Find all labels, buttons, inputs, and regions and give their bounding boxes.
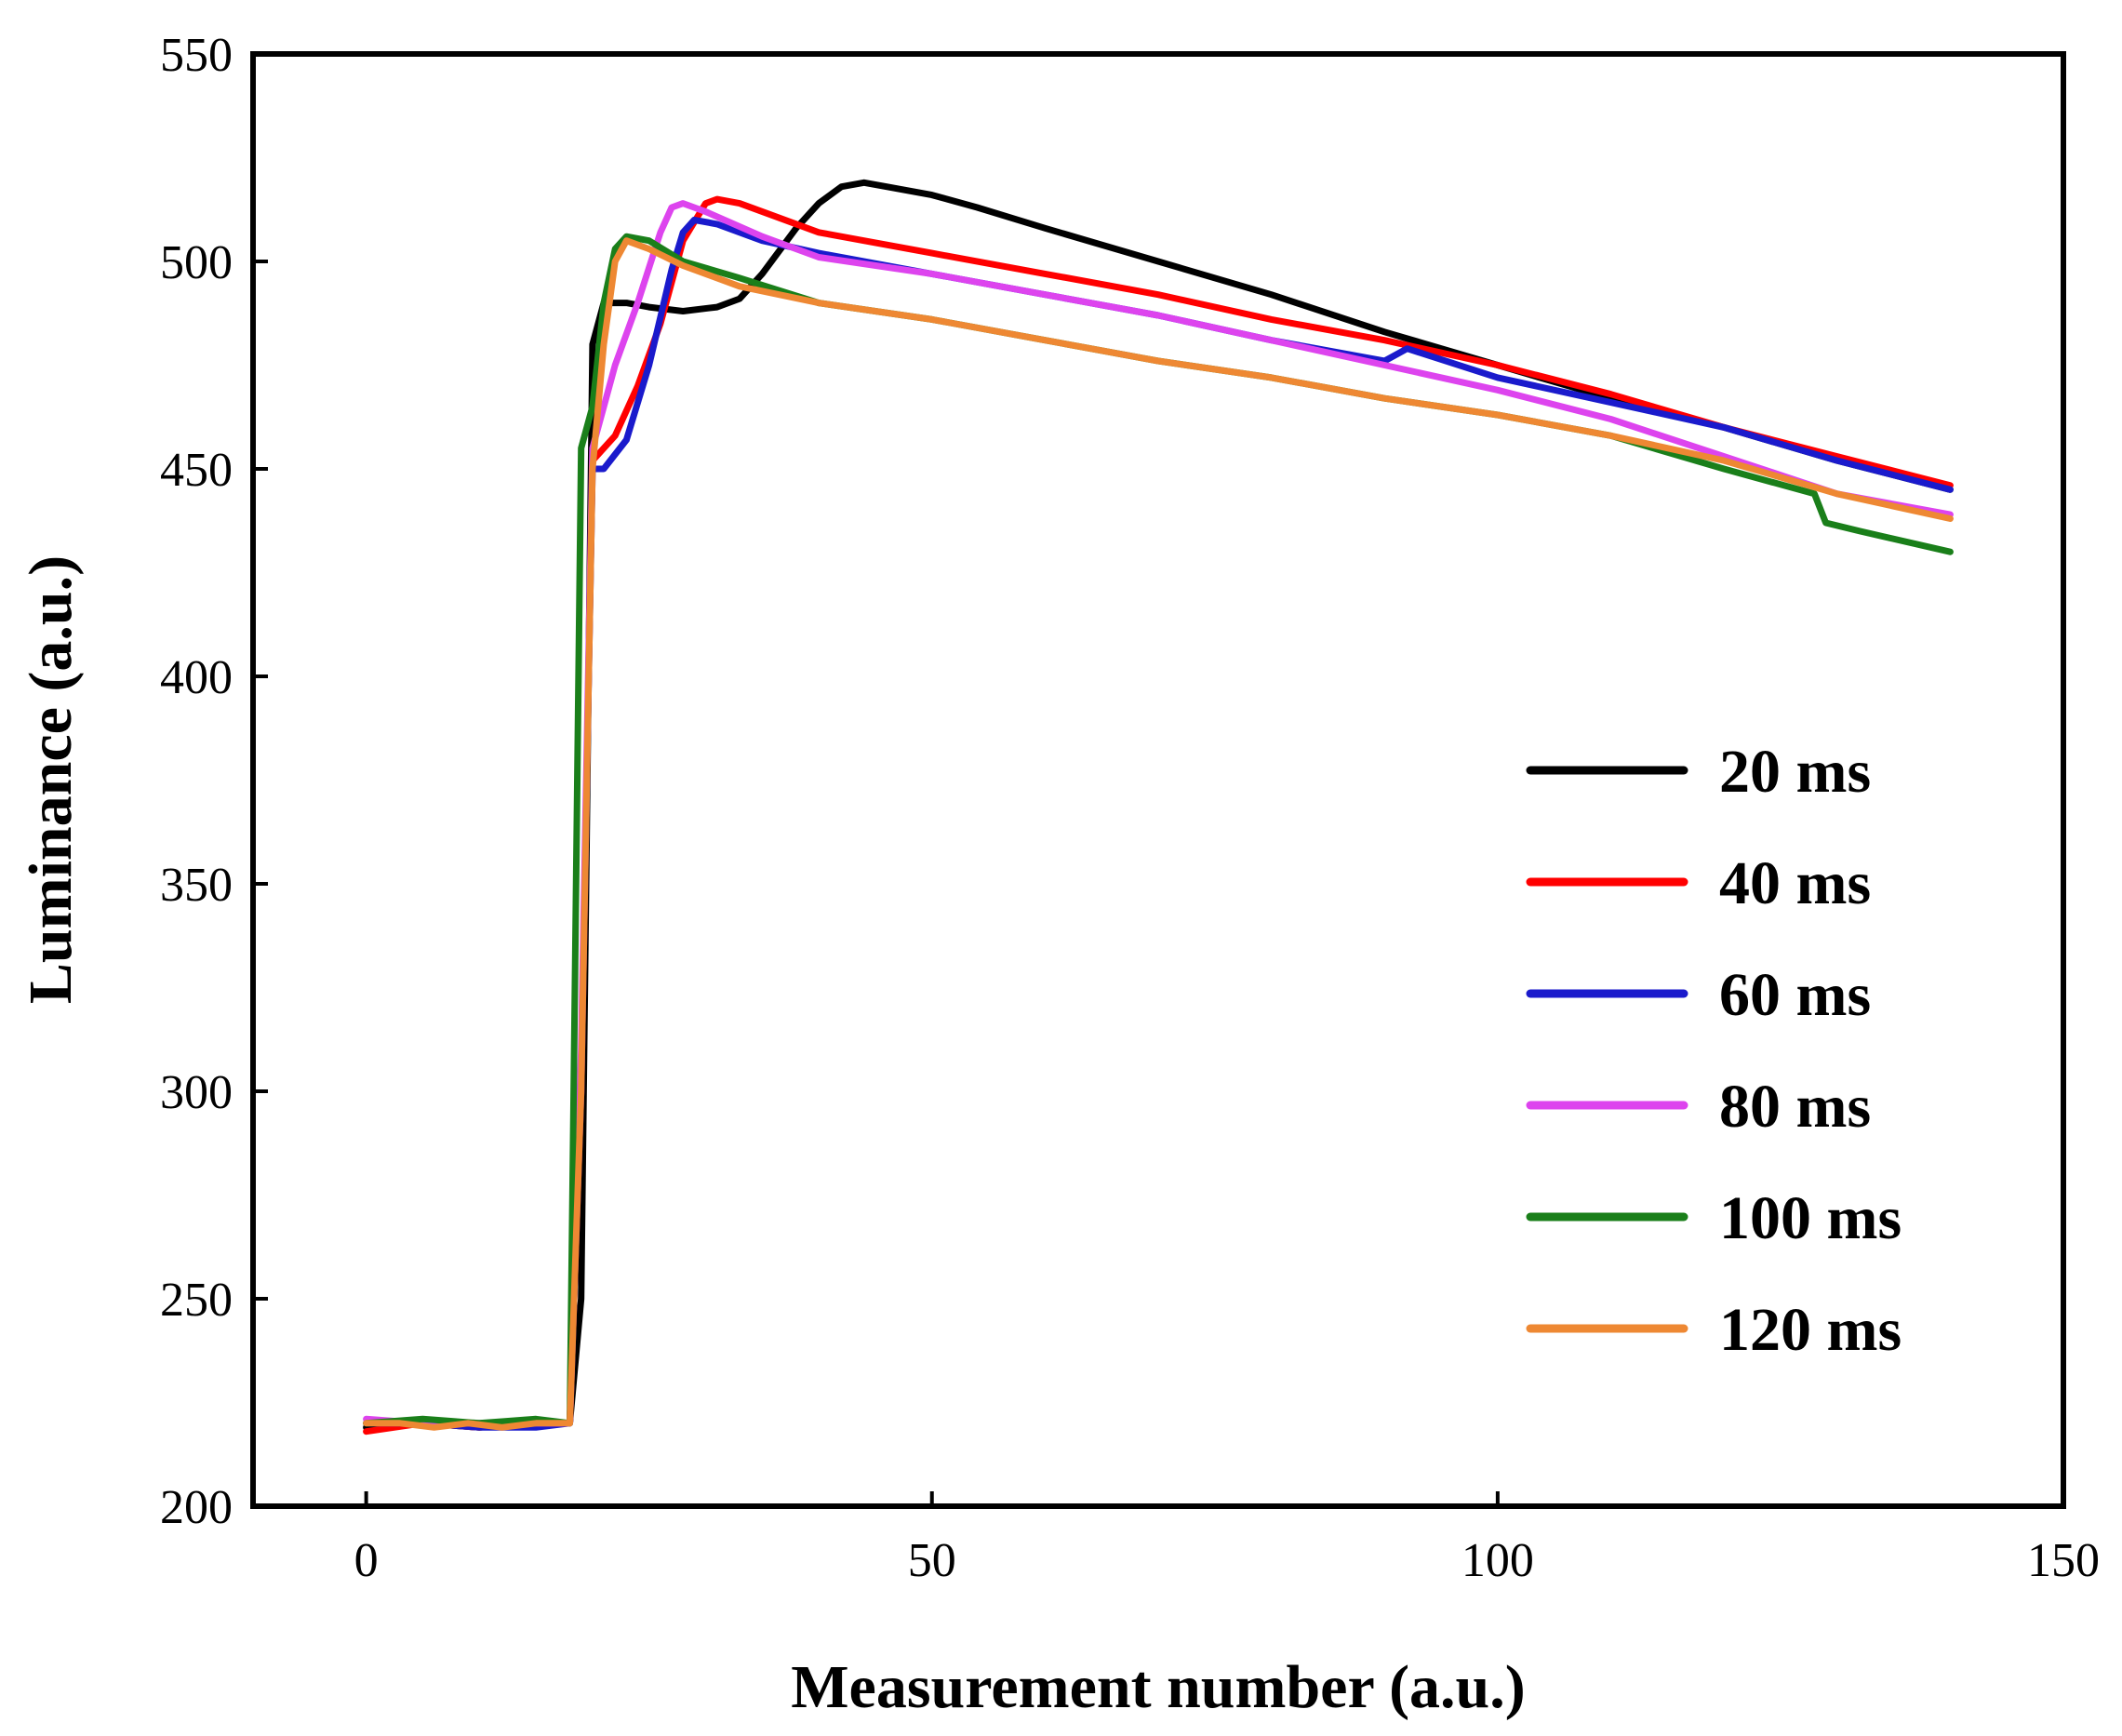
legend-label-40-ms: 40 ms (1719, 849, 1871, 917)
series-line-80-ms (363, 200, 1954, 1427)
y-tick-label: 200 (160, 1481, 233, 1534)
series-line-120-ms (363, 237, 1954, 1431)
x-tick-label: 50 (908, 1534, 956, 1587)
series-lines (363, 179, 1954, 1436)
y-axis-ticks: 200 250 300 350 400 450 500 550 (160, 29, 268, 1534)
x-tick-label: 150 (2027, 1534, 2100, 1587)
legend-label-80-ms: 80 ms (1719, 1073, 1871, 1141)
y-axis-title: Luminance (a.u.) (17, 555, 85, 1004)
x-axis-title: Measurement number (a.u.) (791, 1653, 1526, 1721)
series-line-20-ms (363, 179, 1954, 1431)
y-tick-label: 250 (160, 1274, 233, 1327)
series-line-100-ms (363, 233, 1954, 1427)
legend-label-20-ms: 20 ms (1719, 738, 1871, 806)
legend-label-60-ms: 60 ms (1719, 961, 1871, 1029)
x-tick-label: 100 (1461, 1534, 1534, 1587)
x-axis-ticks: 0 50 100 150 (354, 1491, 2100, 1587)
y-tick-label: 300 (160, 1066, 233, 1119)
series-line-40-ms (363, 195, 1954, 1436)
y-tick-label: 350 (160, 859, 233, 912)
y-tick-label: 400 (160, 651, 233, 704)
x-tick-label: 0 (354, 1534, 379, 1587)
legend-label-120-ms: 120 ms (1719, 1296, 1902, 1364)
y-tick-label: 500 (160, 236, 233, 289)
plot-area-frame (250, 51, 2066, 1509)
y-tick-label: 550 (160, 29, 233, 82)
y-tick-label: 450 (160, 444, 233, 497)
legend: 20 ms 40 ms 60 ms 80 ms 100 ms 120 ms (1526, 738, 1902, 1364)
legend-label-100-ms: 100 ms (1719, 1184, 1902, 1252)
